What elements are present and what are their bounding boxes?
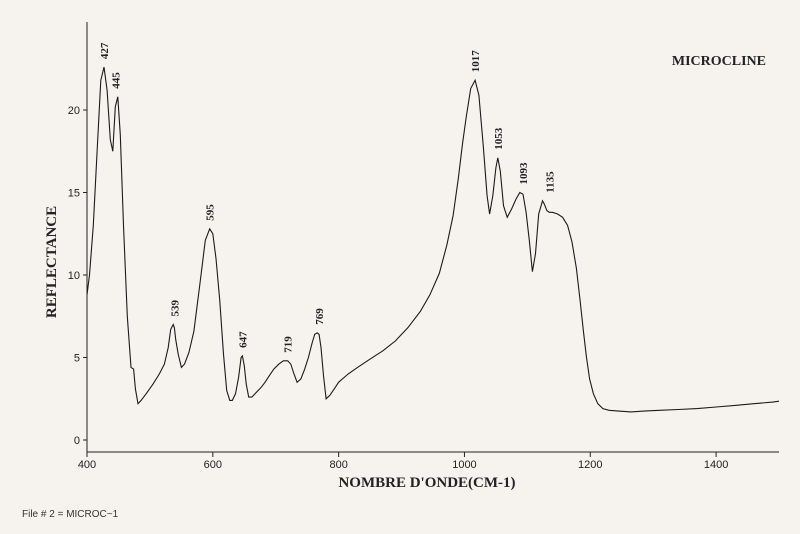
peak-label-445: 445 bbox=[110, 72, 122, 89]
peak-label-595: 595 bbox=[205, 204, 217, 221]
y-tick-label: 5 bbox=[74, 353, 80, 365]
y-axis-title: REFLECTANCE bbox=[44, 206, 60, 318]
file-footer: File # 2 = MICROC~1 bbox=[22, 509, 119, 520]
peak-label-427: 427 bbox=[99, 42, 111, 59]
peak-label-647: 647 bbox=[237, 331, 249, 348]
y-axis-ticks: 0 5 10 15 20 bbox=[68, 105, 87, 447]
y-tick-label: 10 bbox=[68, 270, 80, 282]
peak-label-1053: 1053 bbox=[493, 127, 505, 150]
peak-labels: 427 445 539 595 647 719 769 1017 1053 1093 1135 bbox=[99, 42, 556, 353]
x-axis-ticks: 400 600 800 1000 1200 1400 bbox=[78, 452, 728, 471]
peak-label-769: 769 bbox=[314, 308, 326, 325]
y-tick-label: 20 bbox=[68, 105, 80, 117]
x-tick-label: 1000 bbox=[452, 459, 476, 471]
y-tick-label: 15 bbox=[68, 188, 80, 200]
y-tick-label: 0 bbox=[74, 435, 80, 447]
peak-label-1093: 1093 bbox=[518, 162, 530, 185]
reflectance-series-line bbox=[86, 66, 780, 413]
x-tick-label: 400 bbox=[78, 459, 96, 471]
plot-frame bbox=[86, 22, 779, 453]
peak-label-719: 719 bbox=[283, 336, 295, 353]
x-tick-label: 600 bbox=[204, 459, 222, 471]
x-tick-label: 1400 bbox=[704, 459, 728, 471]
peak-label-1135: 1135 bbox=[544, 171, 556, 193]
x-tick-label: 800 bbox=[329, 459, 347, 471]
peak-label-1017: 1017 bbox=[470, 50, 482, 73]
peak-label-539: 539 bbox=[169, 300, 181, 317]
chart-title: MICROCLINE bbox=[672, 54, 766, 69]
x-tick-label: 1200 bbox=[578, 459, 602, 471]
x-axis-title: NOMBRE D'ONDE(CM-1) bbox=[338, 475, 515, 491]
